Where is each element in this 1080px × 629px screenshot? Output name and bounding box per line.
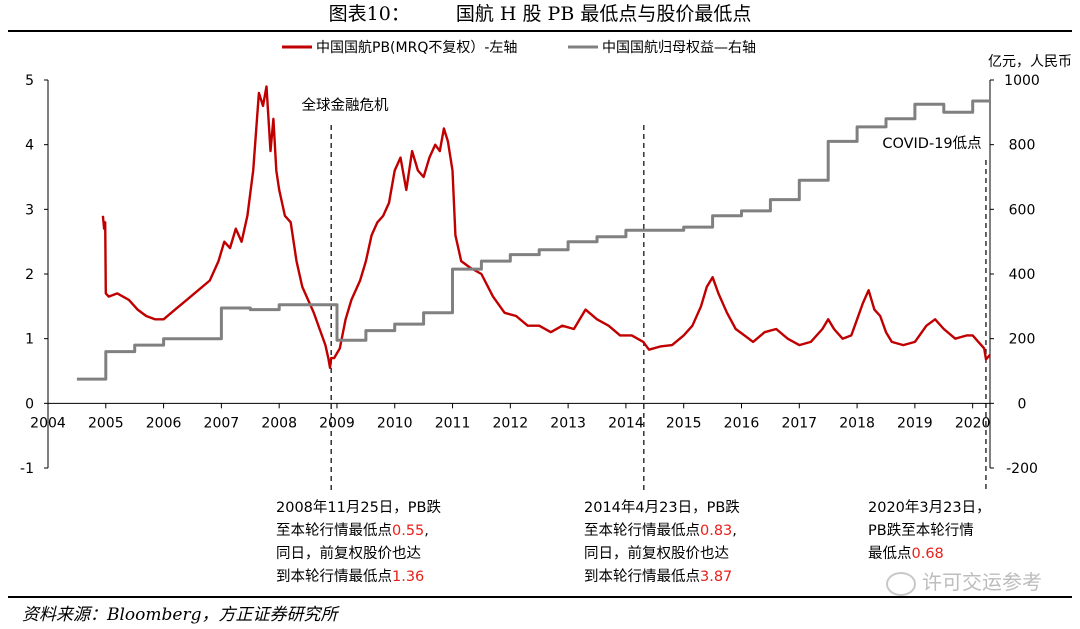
figure-title-text: 国航 H 股 PB 最低点与股价最低点 [455, 3, 752, 25]
x-tick-label: 2010 [377, 415, 413, 431]
annotation-line: 同日，前复权股价也达 [276, 546, 421, 562]
annotation-line: 到本轮行情最低点1.36 [276, 569, 425, 585]
x-tick-label: 2008 [261, 415, 297, 431]
figure-title: 图表10： 国航 H 股 PB 最低点与股价最低点 [0, 0, 1080, 28]
right-tick-label: 0 [1018, 396, 1027, 412]
x-tick-label: 2005 [88, 415, 124, 431]
figure-number: 图表10： [328, 3, 410, 25]
pb-series-line [101, 85, 991, 369]
right-axis-unit: 亿元，人民币 [988, 54, 1072, 70]
right-tick-label: 1000 [1004, 73, 1040, 89]
chart: 5 4 3 2 1 0 -1 1000 800 600 400 200 0 -200 2004 2005 200… [20, 39, 1072, 492]
legend-label-equity: 中国国航归母权益—右轴 [602, 39, 756, 56]
top-rule [8, 30, 1072, 32]
right-tick-label: -200 [1006, 461, 1038, 477]
annotation-line: 最低点0.68 [868, 546, 944, 562]
left-tick-label: -1 [20, 461, 34, 477]
right-tick-label: 800 [1009, 138, 1036, 154]
legend-label-pb: 中国国航PB(MRQ不复权）-左轴 [316, 39, 517, 56]
equity-series-line [76, 99, 990, 381]
annotation-line: 同日，前复权股价也达 [584, 546, 729, 562]
annotation-line: 到本轮行情最低点3.87 [584, 569, 733, 585]
covid-label: COVID-19低点 [882, 135, 981, 152]
x-tick-label: 2020 [955, 415, 991, 431]
pb-value: 0.83 [700, 523, 733, 539]
pb-value: 0.55 [392, 523, 425, 539]
legend: 中国国航PB(MRQ不复权）-左轴 中国国航归母权益—右轴 [282, 39, 756, 56]
annotation-line: 至本轮行情最低点0.55, [276, 523, 429, 539]
x-tick-label: 2004 [30, 415, 66, 431]
right-tick-label: 600 [1009, 202, 1036, 218]
left-tick-label: 0 [25, 396, 34, 412]
annotation-line: 2014年4月23日，PB跌 [584, 500, 740, 516]
x-tick-label: 2015 [666, 415, 702, 431]
right-tick-label: 200 [1009, 332, 1036, 348]
x-tick-label: 2011 [435, 415, 471, 431]
x-tick-label: 2019 [897, 415, 933, 431]
x-tick-label: 2018 [839, 415, 875, 431]
pb-value: 0.68 [911, 546, 944, 562]
x-tick-label: 2016 [724, 415, 760, 431]
annotation-line: 至本轮行情最低点0.83, [584, 523, 737, 539]
x-tick-label: 2014 [608, 415, 644, 431]
x-tick-label: 2006 [146, 415, 182, 431]
left-tick-label: 1 [25, 332, 34, 348]
left-tick-label: 5 [25, 73, 34, 89]
right-tick-label: 400 [1009, 267, 1036, 283]
annotation-line: 2020年3月23日， [868, 500, 991, 516]
annotation-2014: 2014年4月23日，PB跌 至本轮行情最低点0.83, 同日，前复权股价也达 … [584, 497, 740, 589]
left-tick-label: 4 [25, 138, 34, 154]
annotation-line: PB跌至本轮行情 [868, 523, 974, 539]
price-value: 3.87 [700, 569, 733, 585]
x-tick-label: 2012 [493, 415, 529, 431]
crisis-label: 全球金融危机 [302, 96, 389, 114]
source-note: 资料来源：Bloomberg，方正证券研究所 [22, 605, 338, 625]
price-value: 1.36 [392, 569, 425, 585]
watermark: 许可交运参考 [886, 566, 1042, 596]
x-tick-label: 2009 [319, 415, 355, 431]
x-tick-label: 2007 [204, 415, 240, 431]
annotation-2008: 2008年11月25日，PB跌 至本轮行情最低点0.55, 同日，前复权股价也达… [276, 497, 441, 589]
annotation-2020: 2020年3月23日， PB跌至本轮行情 最低点0.68 [868, 497, 991, 566]
wechat-icon [886, 571, 916, 596]
x-tick-label: 2017 [781, 415, 817, 431]
x-tick-label: 2013 [550, 415, 586, 431]
left-tick-label: 2 [25, 267, 34, 283]
bottom-rule [8, 596, 1072, 598]
annotation-line: 2008年11月25日，PB跌 [276, 500, 441, 516]
left-tick-label: 3 [25, 202, 34, 218]
